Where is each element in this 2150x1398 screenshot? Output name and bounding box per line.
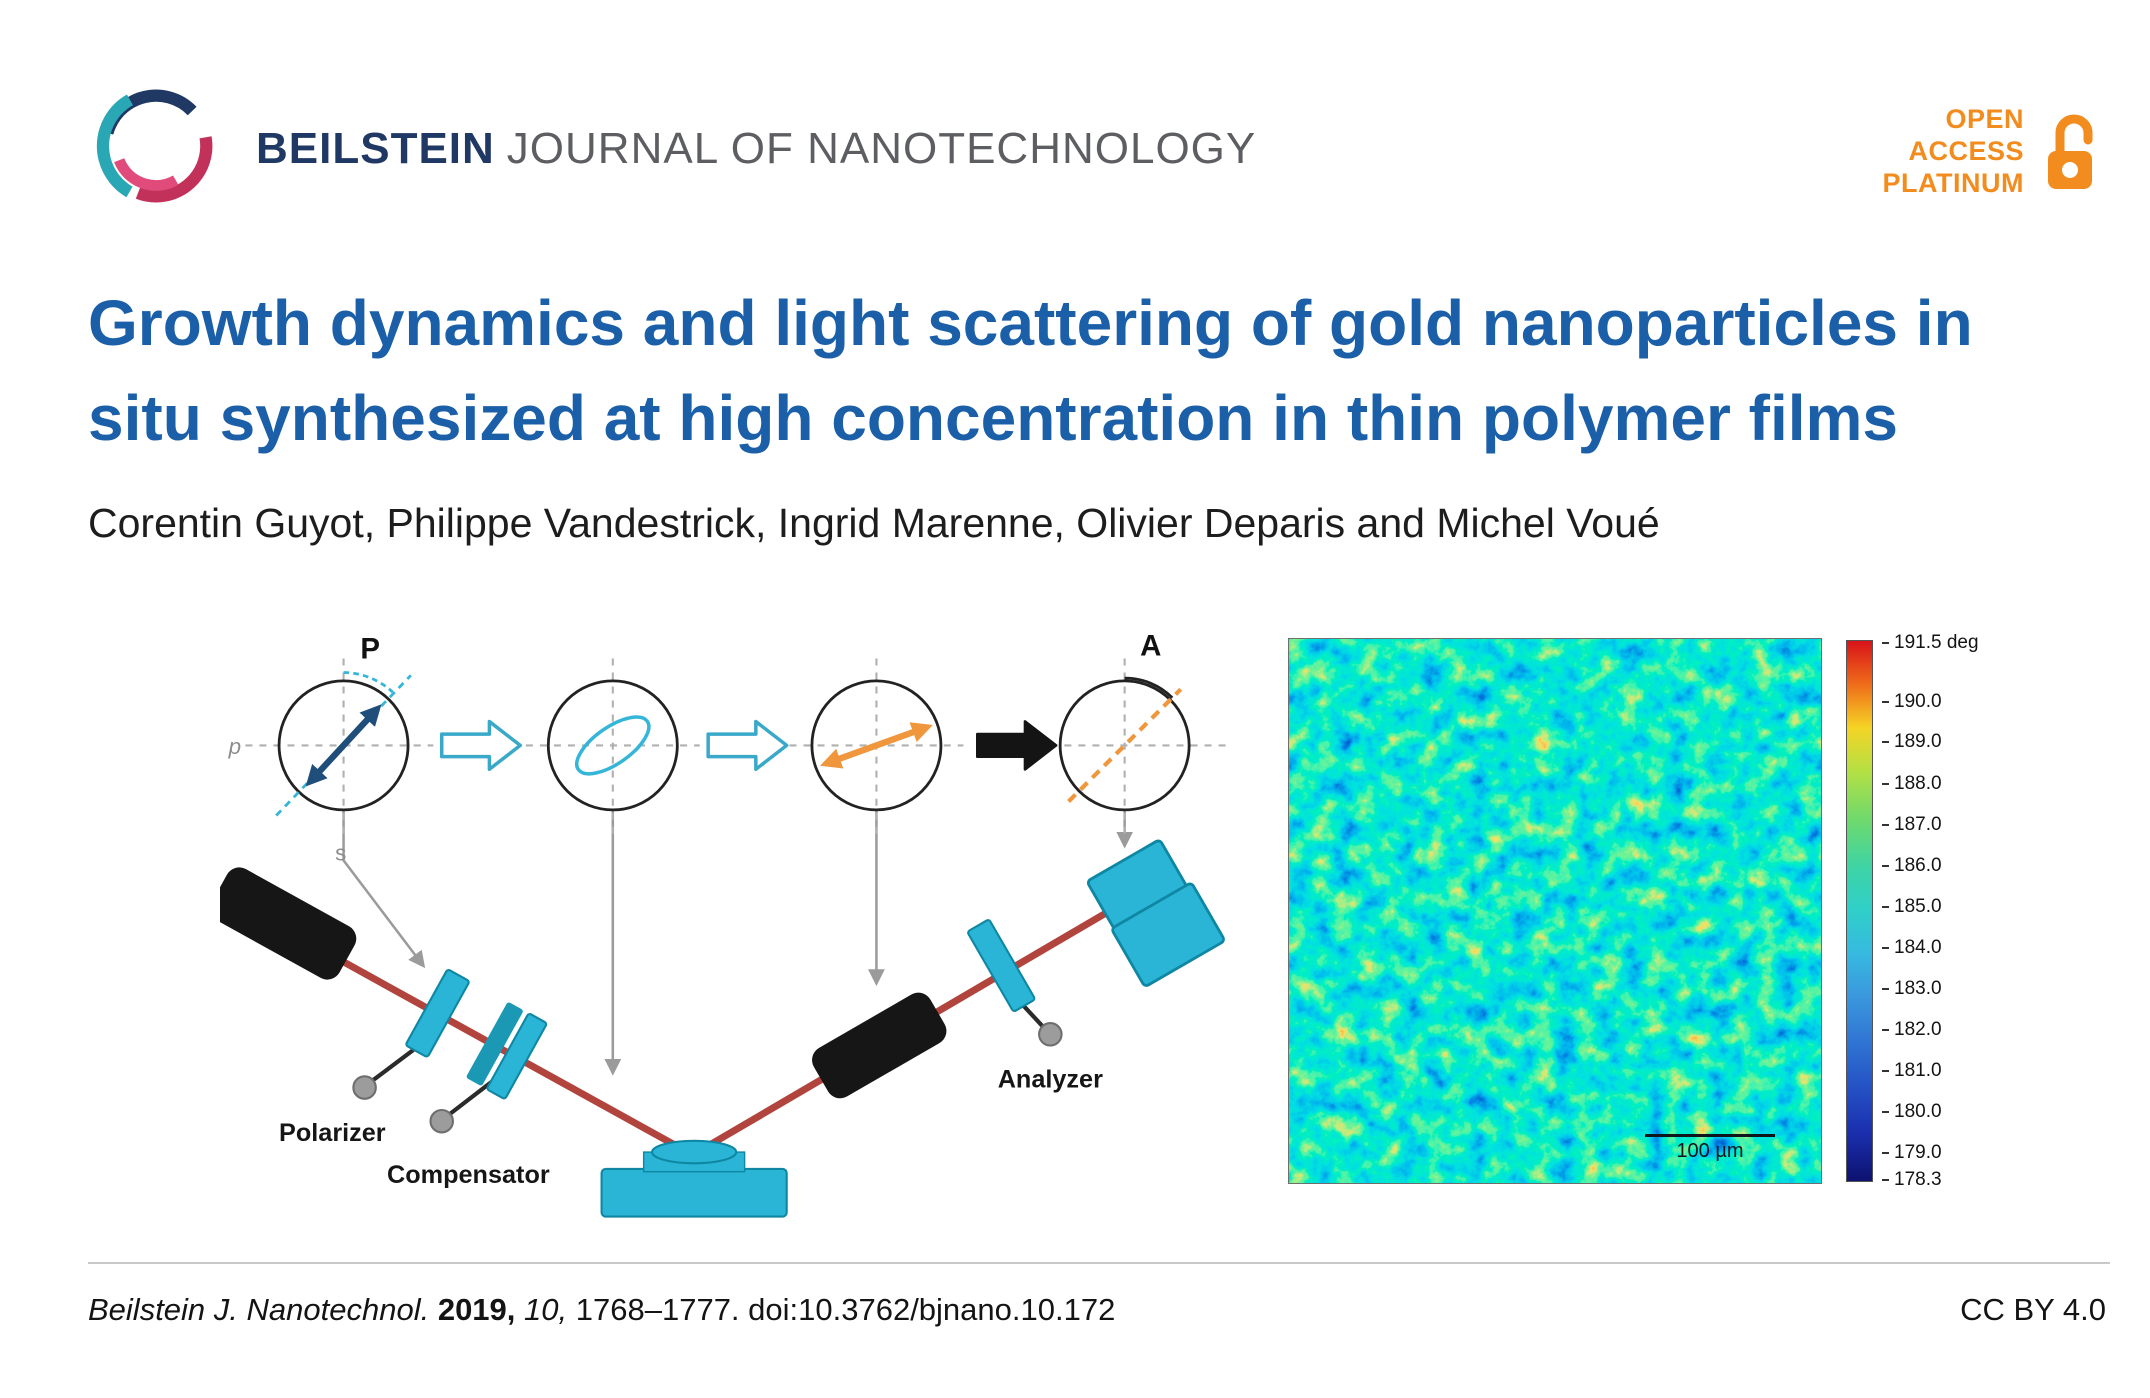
s-axis-label: s	[335, 840, 346, 865]
citation-year: 2019,	[437, 1292, 516, 1327]
detector-arm-barrel	[812, 992, 947, 1099]
angle-A-arc	[1124, 676, 1174, 699]
footer-divider	[88, 1262, 2110, 1264]
open-access-text: OPEN ACCESS PLATINUM	[1883, 104, 2024, 200]
open-access-line2: ACCESS	[1908, 135, 2024, 166]
heatmap-texture	[1289, 639, 1821, 1183]
journal-name: BEILSTEIN JOURNAL OF NANOTECHNOLOGY	[256, 124, 1256, 174]
elliptical-polarization	[575, 715, 651, 776]
p-axis-label: p	[228, 734, 241, 759]
colorbar-tick: 183.0	[1882, 978, 1942, 1000]
sample-stage	[600, 1139, 788, 1218]
citation: Beilstein J. Nanotechnol. 2019, 10, 1768…	[88, 1292, 1115, 1328]
state-connectors	[342, 809, 1134, 1076]
journal-name-bold: BEILSTEIN	[256, 124, 495, 173]
flow-arrow-1	[439, 719, 523, 771]
colorbar-tick: 180.0	[1882, 1101, 1942, 1123]
colorbar-tick: 178.3	[1882, 1169, 1942, 1191]
citation-journal: Beilstein J. Nanotechnol.	[88, 1292, 430, 1327]
polarizer-component	[352, 969, 470, 1100]
open-access-line1: OPEN	[1945, 104, 2024, 134]
analyzer-axis-dashed	[1067, 687, 1183, 803]
colorbar-tick: 181.0	[1882, 1060, 1942, 1082]
angle-P-label: P	[360, 632, 380, 665]
open-access-lock-icon	[2048, 114, 2093, 189]
state-circle-reflected	[810, 679, 943, 812]
colorbar-tick: 184.0	[1882, 937, 1942, 959]
citation-pages-doi: 1768–1777. doi:10.3762/bjnano.10.172	[575, 1292, 1116, 1327]
colorbar-tick: 182.0	[1882, 1019, 1942, 1041]
angle-P-arc	[343, 671, 394, 694]
open-access-line3: PLATINUM	[1882, 167, 2024, 198]
colorbar-tick: 190.0	[1882, 691, 1942, 713]
polarizer-label: Polarizer	[279, 1119, 386, 1147]
open-access-badge: OPEN ACCESS PLATINUM	[1883, 104, 2106, 200]
colorbar	[1846, 640, 1873, 1182]
citation-volume: 10,	[524, 1292, 568, 1327]
compensator-label: Compensator	[387, 1161, 550, 1189]
article-title-line2: situ synthesized at high concentration i…	[88, 381, 1898, 454]
detector	[1086, 839, 1225, 987]
analyzer-label: Analyzer	[998, 1066, 1103, 1094]
license-label: CC BY 4.0	[1960, 1292, 2106, 1327]
analyzer-component	[967, 919, 1063, 1047]
scale-bar: 100 µm	[1645, 1134, 1775, 1163]
journal-name-rest: JOURNAL OF NANOTECHNOLOGY	[506, 124, 1257, 173]
polarization-state-circles	[277, 679, 1191, 812]
colorbar-tick: 191.5 deg	[1882, 632, 1979, 654]
article-title: Growth dynamics and light scattering of …	[88, 276, 2098, 465]
scale-bar-label: 100 µm	[1676, 1140, 1744, 1162]
article-title-line1: Growth dynamics and light scattering of …	[88, 287, 1973, 359]
scale-bar-line	[1645, 1134, 1775, 1137]
ellipsometry-map-image: 100 µm	[1288, 638, 1822, 1184]
flow-arrow-3	[976, 720, 1058, 771]
beilstein-logo-icon	[96, 86, 216, 206]
laser-source	[220, 867, 357, 980]
compensator-component	[429, 1002, 548, 1134]
angle-A-label: A	[1140, 630, 1161, 663]
flow-arrow-2	[706, 719, 789, 771]
colorbar-tick: 189.0	[1882, 731, 1942, 753]
state-circle-analyzer	[1058, 679, 1191, 812]
colorbar-tick: 188.0	[1882, 773, 1942, 795]
colorbar-tick: 185.0	[1882, 896, 1942, 918]
article-authors: Corentin Guyot, Philippe Vandestrick, In…	[88, 500, 1660, 546]
colorbar-ticks: 191.5 deg 190.0 189.0 188.0 187.0 186.0 …	[1882, 632, 2062, 1190]
linear-polarization-arrow	[305, 704, 382, 787]
state-circle-compensator	[546, 679, 679, 812]
state-circle-polarizer	[277, 679, 410, 812]
colorbar-tick: 186.0	[1882, 855, 1942, 877]
rotated-polarization-arrow	[820, 722, 933, 769]
colorbar-tick: 179.0	[1882, 1142, 1942, 1164]
ellipsometry-diagram: P A p s Polarizer Compensator Analyzer	[220, 630, 1233, 1218]
colorbar-tick: 187.0	[1882, 814, 1942, 836]
